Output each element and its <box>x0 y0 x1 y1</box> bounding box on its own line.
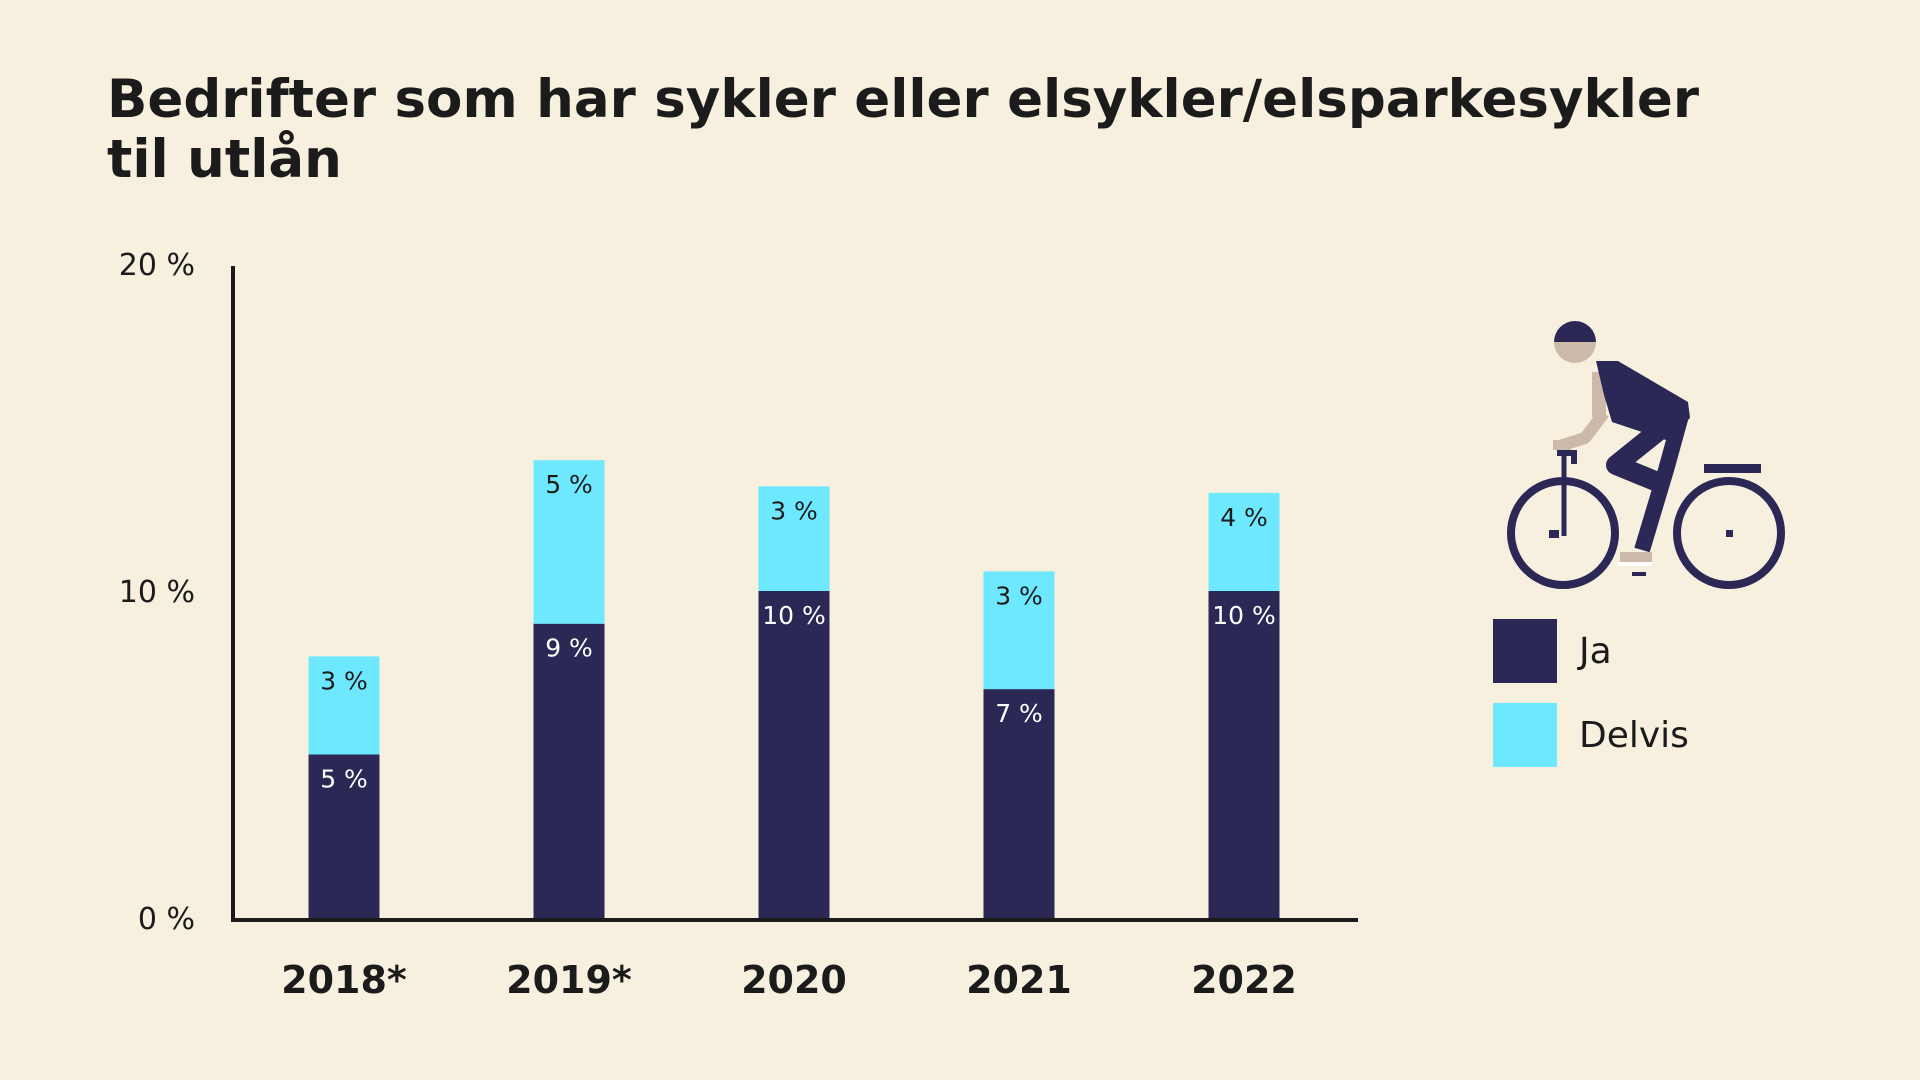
bar-ja-2019 <box>533 623 605 918</box>
bar-ja-2018 <box>308 754 380 918</box>
data-label-ja: 9 % <box>545 634 593 663</box>
y-tick-label: 0 % <box>138 902 195 937</box>
y-tick-label: 10 % <box>119 575 195 610</box>
data-label-delvis: 3 % <box>320 666 368 695</box>
bar-delvis-2018 <box>308 656 380 755</box>
x-tick-label: 2020 <box>741 958 847 1002</box>
bar-ja-2021 <box>983 689 1055 918</box>
chart-title: Bedrifter som har sykler eller elsykler/… <box>107 69 1700 190</box>
legend-swatch-delvis <box>1493 703 1557 767</box>
data-label-ja: 5 % <box>320 765 368 794</box>
legend-swatch-ja <box>1493 619 1557 683</box>
bar-ja-2020 <box>758 591 830 918</box>
x-tick-label: 2021 <box>966 958 1072 1002</box>
legend-label-delvis: Delvis <box>1579 714 1689 756</box>
bar-delvis-2022 <box>1208 492 1280 591</box>
x-tick-label: 2022 <box>1191 958 1297 1002</box>
y-tick-label: 20 % <box>119 248 195 283</box>
data-label-ja: 10 % <box>762 601 826 630</box>
bar-delvis-2021 <box>983 571 1055 690</box>
legend-label-ja: Ja <box>1579 630 1612 672</box>
data-label-ja: 7 % <box>995 699 1043 728</box>
bar-delvis-2019 <box>533 460 605 624</box>
bar-delvis-2020 <box>758 486 830 591</box>
cyclist-icon <box>1507 321 1785 589</box>
bar-ja-2022 <box>1208 591 1280 918</box>
x-tick-label: 2018* <box>281 958 407 1002</box>
data-label-delvis: 5 % <box>545 470 593 499</box>
data-label-delvis: 3 % <box>995 581 1043 610</box>
x-tick-label: 2019* <box>506 958 632 1002</box>
data-label-ja: 10 % <box>1212 601 1276 630</box>
data-label-delvis: 4 % <box>1220 503 1268 532</box>
legend-item-delvis: Delvis <box>1493 703 1689 767</box>
data-label-delvis: 3 % <box>770 496 818 525</box>
legend-item-ja: Ja <box>1493 619 1689 683</box>
legend: Ja Delvis <box>1493 619 1689 787</box>
